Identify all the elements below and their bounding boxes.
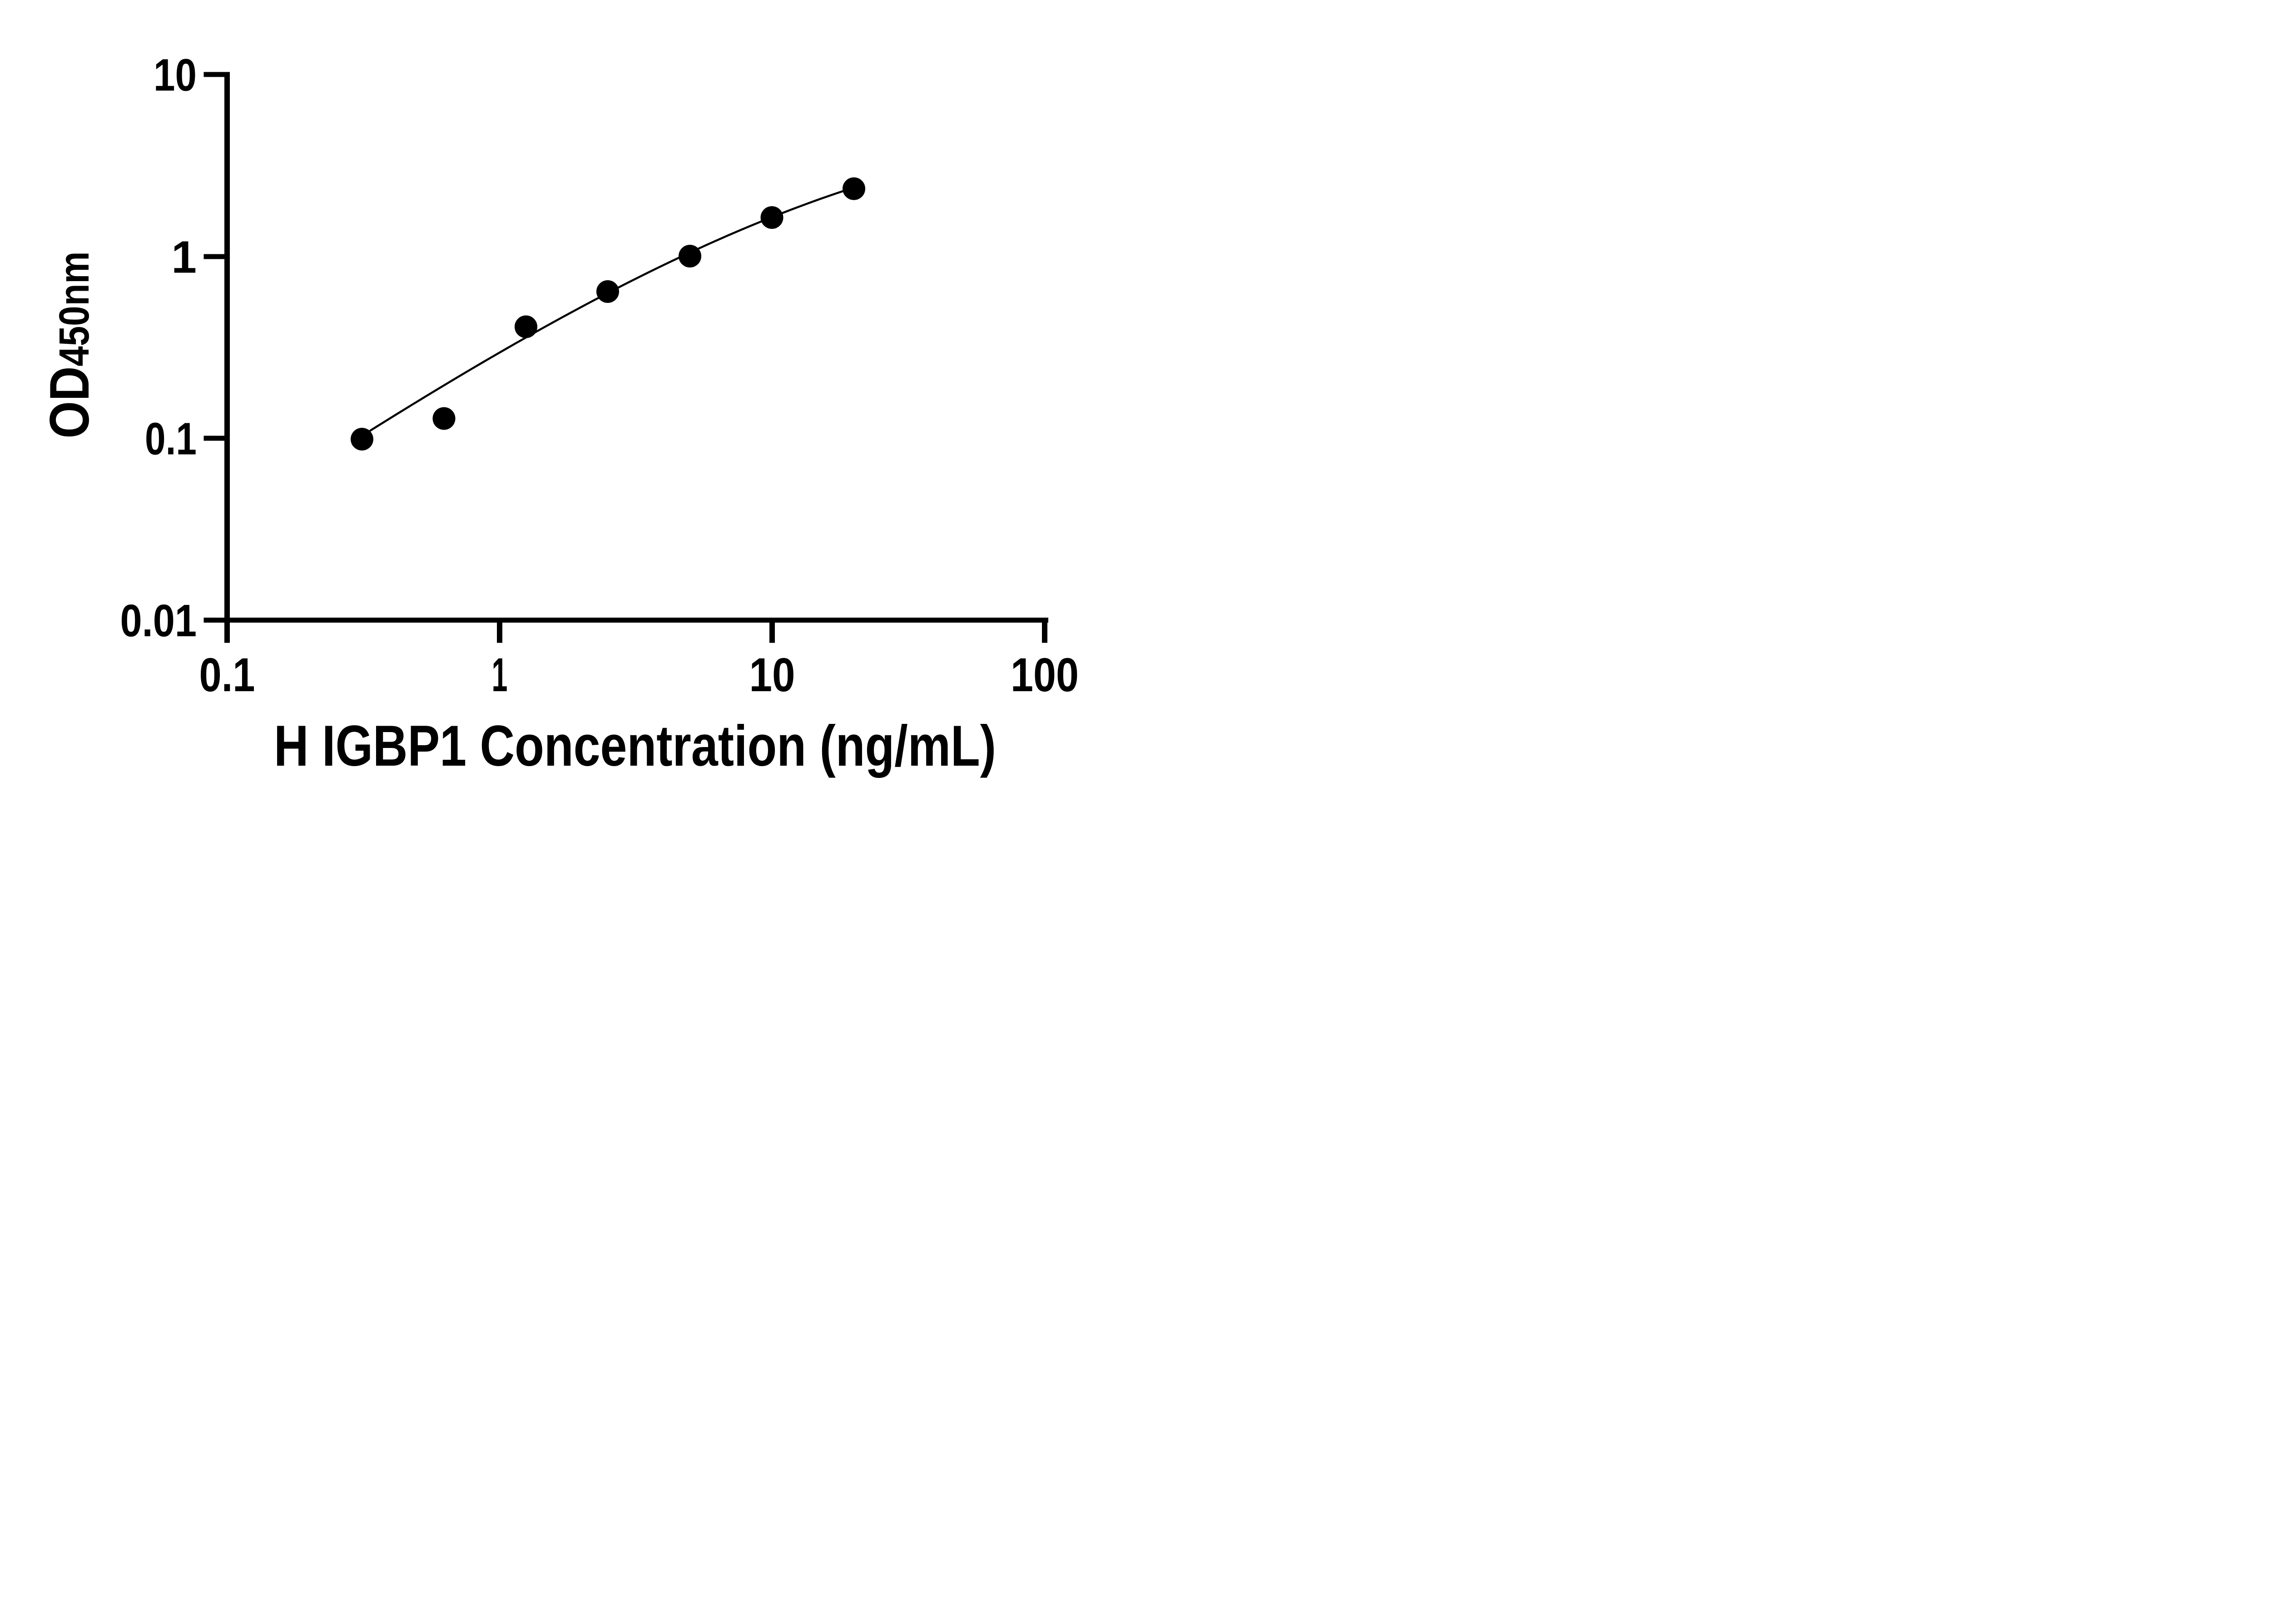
svg-text:10: 10: [154, 50, 197, 101]
svg-text:OD450nm: OD450nm: [39, 252, 101, 439]
svg-text:100: 100: [1011, 649, 1079, 702]
svg-text:1: 1: [171, 232, 197, 283]
svg-text:0.1: 0.1: [145, 414, 197, 465]
svg-text:0.1: 0.1: [199, 649, 255, 702]
svg-text:H IGBP1 Concentration (ng/mL): H IGBP1 Concentration (ng/mL): [274, 714, 996, 778]
svg-text:10: 10: [749, 649, 795, 702]
svg-text:0.01: 0.01: [120, 595, 197, 646]
svg-text:1: 1: [492, 649, 508, 702]
